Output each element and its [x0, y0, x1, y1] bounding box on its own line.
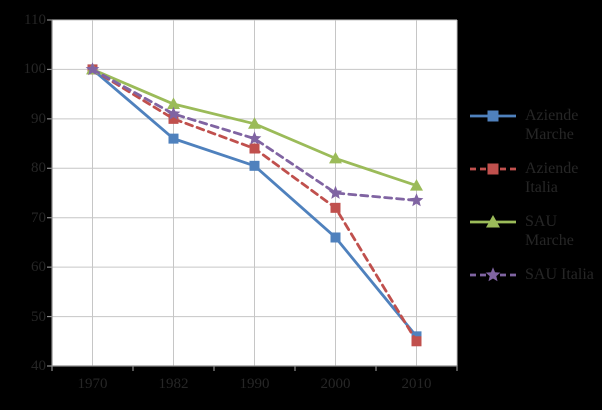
aziende-marche-square-marker: [249, 160, 260, 171]
aziende-italia-square-marker: [330, 202, 341, 213]
sau-italia-star-marker: [409, 193, 424, 207]
x-axis-tick-label: 1990: [239, 376, 270, 392]
sau-italia-star-marker: [247, 131, 262, 145]
sau-marche-triangle-marker: [248, 117, 261, 129]
aziende-marche-square-marker: [168, 133, 179, 144]
legend-swatch-red-square-icon: [470, 163, 516, 175]
aziende-italia-square-marker: [249, 143, 260, 154]
y-axis-tick-label: 70: [31, 209, 46, 226]
legend-swatch-green-triangle-icon: [470, 215, 516, 228]
y-axis-tick-label: 80: [31, 160, 46, 177]
legend-item-sau-italia: SAU Italia: [468, 265, 602, 305]
sau-italia-star-marker: [328, 185, 343, 199]
x-axis-tick-label: 2000: [320, 376, 351, 392]
aziende-marche-square-marker: [330, 232, 341, 243]
legend-label: SAU Marche: [525, 213, 574, 249]
y-axis-tick-label: 60: [31, 259, 46, 276]
y-axis-tick-label: 90: [31, 110, 46, 127]
x-axis-tick-label: 1970: [77, 376, 108, 392]
chart-legend: Aziende Marche Aziende Italia SAU Marche…: [468, 106, 602, 318]
x-axis-tick-label: 1982: [158, 376, 189, 392]
sau-italia-star-marker: [85, 62, 100, 76]
series-line-sau-italia: [91, 68, 418, 202]
y-axis-tick-label: 100: [23, 61, 47, 78]
x-axis-tick-label: 2010: [401, 376, 432, 392]
aziende-italia-square-marker: [411, 336, 422, 347]
legend-swatch-purple-star-icon: [470, 267, 516, 282]
y-axis-tick-label: 40: [31, 358, 46, 374]
y-axis-tick-label: 110: [24, 12, 46, 28]
legend-star-marker: [485, 267, 501, 282]
legend-square-marker: [487, 110, 499, 122]
legend-label: Aziende Marche: [525, 107, 579, 143]
legend-item-aziende-marche: Aziende Marche: [468, 106, 602, 146]
legend-swatch-blue-square-icon: [470, 110, 516, 122]
sau-marche-triangle-marker: [410, 179, 423, 191]
legend-item-aziende-italia: Aziende Italia: [468, 159, 602, 199]
sau-marche-triangle-marker: [329, 151, 342, 164]
series-sau-italia: [85, 62, 424, 207]
legend-label: SAU Italia: [525, 266, 594, 283]
legend-square-marker: [487, 163, 499, 175]
legend-label: Aziende Italia: [525, 160, 579, 196]
y-axis-tick-label: 50: [31, 308, 46, 325]
legend-triangle-marker: [486, 215, 500, 228]
axes: [47, 19, 458, 371]
aziende-italia-square-marker: [168, 113, 179, 124]
legend-item-sau-marche: SAU Marche: [468, 212, 602, 252]
sau-marche-triangle-marker: [167, 97, 180, 110]
sau-italia-star-marker: [166, 106, 181, 120]
